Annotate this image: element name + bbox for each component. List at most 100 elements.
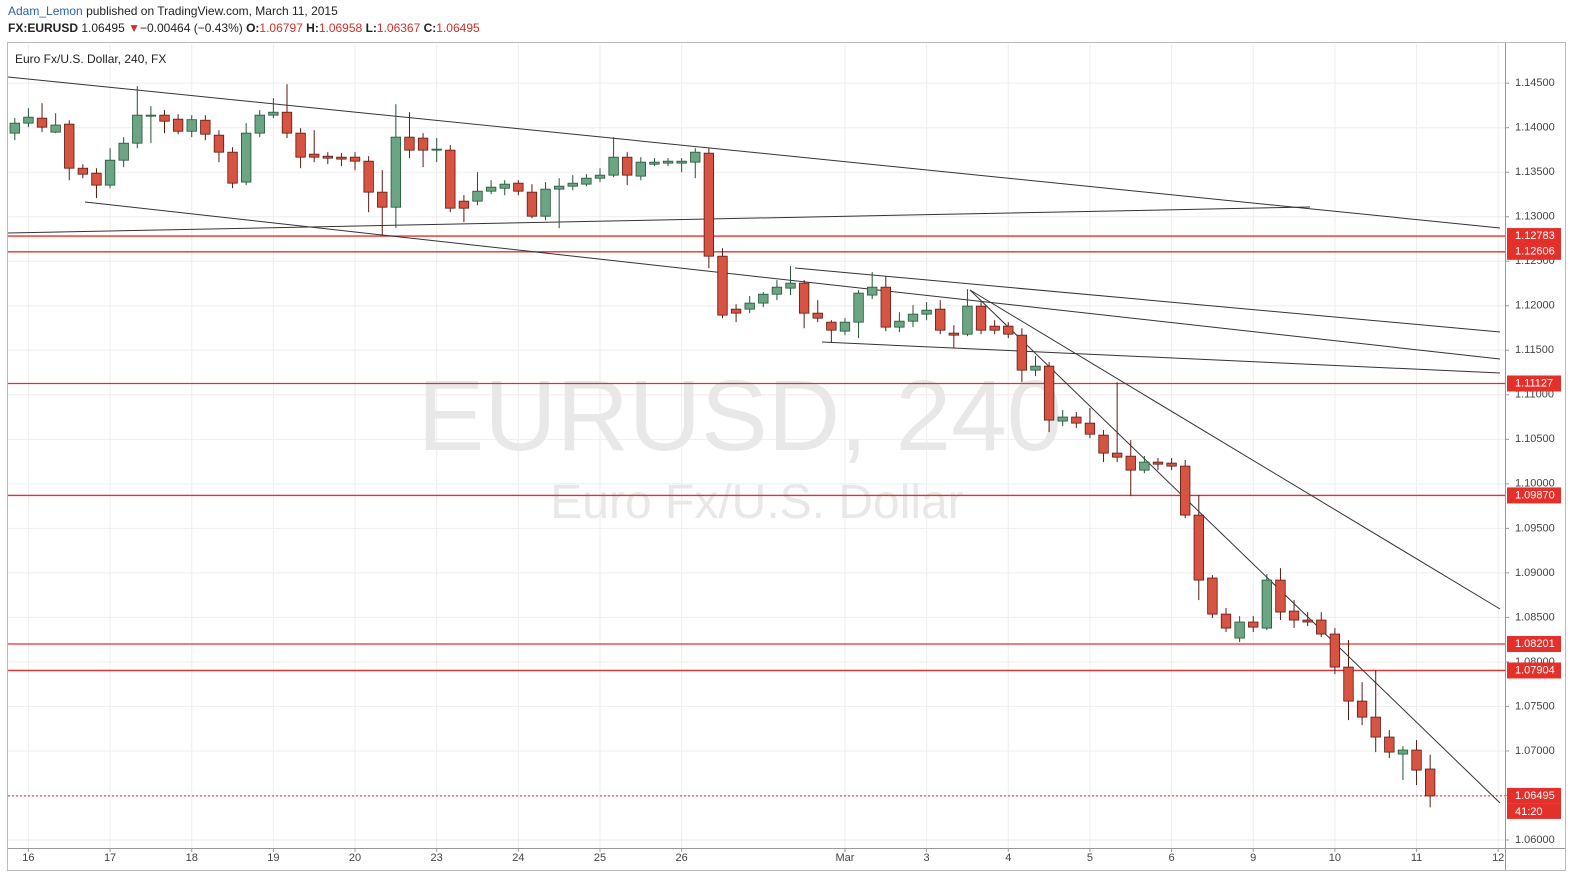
- y-tick-label: 1.11000: [1515, 389, 1554, 401]
- x-tick-label: 19: [267, 852, 279, 864]
- candle-body: [785, 282, 796, 289]
- candle-body: [989, 325, 1000, 331]
- x-tick-label: 25: [594, 852, 606, 864]
- y-tick-label: 1.08500: [1515, 611, 1555, 623]
- level-label: 1.07904: [1515, 664, 1555, 676]
- x-tick-label: 5: [1087, 852, 1093, 864]
- candle-body: [1139, 461, 1150, 471]
- grid: [8, 44, 1505, 848]
- candle-body: [1125, 455, 1136, 471]
- level-label-box: [1507, 243, 1561, 260]
- candle-body: [853, 292, 864, 323]
- candle-body: [36, 117, 48, 128]
- ohlc-value: 1.06495: [436, 21, 480, 35]
- candle-body: [921, 309, 932, 315]
- candle-body: [1016, 334, 1028, 371]
- trend-line: [794, 267, 1501, 333]
- candle-body: [1193, 514, 1204, 581]
- ohlc-value: 1.06958: [319, 21, 363, 35]
- trend-line: [7, 76, 1501, 229]
- y-tick-label: 1.14000: [1515, 122, 1555, 134]
- candle-body: [172, 118, 184, 132]
- level-label-box: [1507, 228, 1561, 245]
- x-tick-label: 3: [924, 852, 930, 864]
- trend-line: [969, 289, 1501, 804]
- candle-body: [404, 136, 415, 151]
- candle-body: [1343, 666, 1354, 702]
- levels: [8, 235, 1505, 797]
- candle-body: [1030, 365, 1041, 371]
- candle-body: [935, 308, 946, 331]
- x-tick-label: 11: [1411, 852, 1422, 864]
- y-tick-label: 1.07500: [1515, 700, 1555, 712]
- y-tick-label: 1.10500: [1515, 433, 1555, 445]
- candle-body: [363, 160, 374, 193]
- candle-body: [472, 190, 483, 202]
- author[interactable]: Adam_Lemon: [8, 4, 83, 18]
- watermark-subtitle: Euro Fx/U.S. Dollar: [550, 476, 963, 529]
- candle-body: [1261, 579, 1273, 629]
- candle-body: [1329, 633, 1341, 668]
- candle-body: [1111, 452, 1123, 458]
- candle-body: [867, 286, 878, 296]
- level-label: 1.08201: [1515, 638, 1555, 650]
- candle-body: [349, 156, 361, 162]
- candle-body: [200, 119, 211, 135]
- candle-body: [1057, 416, 1068, 422]
- ohlc-value: 1.06367: [377, 21, 421, 35]
- candle-body: [1316, 619, 1327, 635]
- countdown-box: [1507, 803, 1561, 819]
- price: 1.06495: [81, 21, 125, 35]
- change: −0.00464 (−0.43%): [140, 21, 243, 35]
- y-tick-label: 1.09000: [1515, 567, 1555, 579]
- candle-body: [758, 293, 769, 304]
- candle-body: [417, 137, 429, 151]
- y-tick-label: 1.12000: [1515, 300, 1555, 312]
- candle-body: [594, 174, 606, 179]
- candles: [9, 84, 1436, 808]
- level-label-box: [1507, 636, 1561, 653]
- ohlc-label: C:: [424, 21, 437, 35]
- x-tick-label: 6: [1169, 852, 1175, 864]
- candle-body: [1098, 434, 1109, 454]
- level-label: 1.11127: [1515, 377, 1553, 389]
- candle-body: [567, 182, 578, 187]
- candle-body: [1234, 621, 1245, 639]
- candle-body: [744, 302, 755, 310]
- trend-line: [821, 341, 1501, 374]
- candle-body: [1166, 462, 1177, 467]
- candle-body: [377, 191, 388, 208]
- candle-body: [1071, 416, 1082, 424]
- candle-body: [281, 111, 293, 134]
- candle-body: [1370, 716, 1381, 738]
- x-tick-label: 23: [431, 852, 443, 864]
- x-tick-label: 20: [349, 852, 361, 864]
- arrow: ▼: [128, 21, 140, 35]
- candle-body: [227, 151, 238, 184]
- candle-body: [9, 122, 20, 134]
- candle-body: [962, 305, 973, 335]
- level-label: 1.09870: [1515, 489, 1555, 501]
- ohlc-label: O:: [246, 21, 259, 35]
- symbol: FX:EURUSD: [8, 21, 78, 35]
- candle-body: [1220, 613, 1232, 629]
- y-tick-label: 1.06000: [1515, 834, 1555, 846]
- candle-body: [1248, 621, 1259, 628]
- candle-body: [798, 282, 810, 314]
- candle-body: [1152, 461, 1164, 465]
- candle-body: [975, 305, 987, 331]
- x-tick-label: 10: [1329, 852, 1341, 864]
- candle-body: [91, 172, 102, 186]
- level-label: 1.12606: [1515, 246, 1555, 258]
- candle-body: [1302, 619, 1313, 623]
- candle-body: [622, 156, 633, 176]
- candle-body: [132, 114, 143, 144]
- x-tick-label: 17: [104, 852, 116, 864]
- candle-body: [1288, 610, 1300, 621]
- y-tick-label: 1.14500: [1515, 77, 1555, 89]
- x-tick-label: 24: [512, 852, 524, 864]
- candle-body: [676, 160, 687, 164]
- candle-body: [50, 124, 61, 133]
